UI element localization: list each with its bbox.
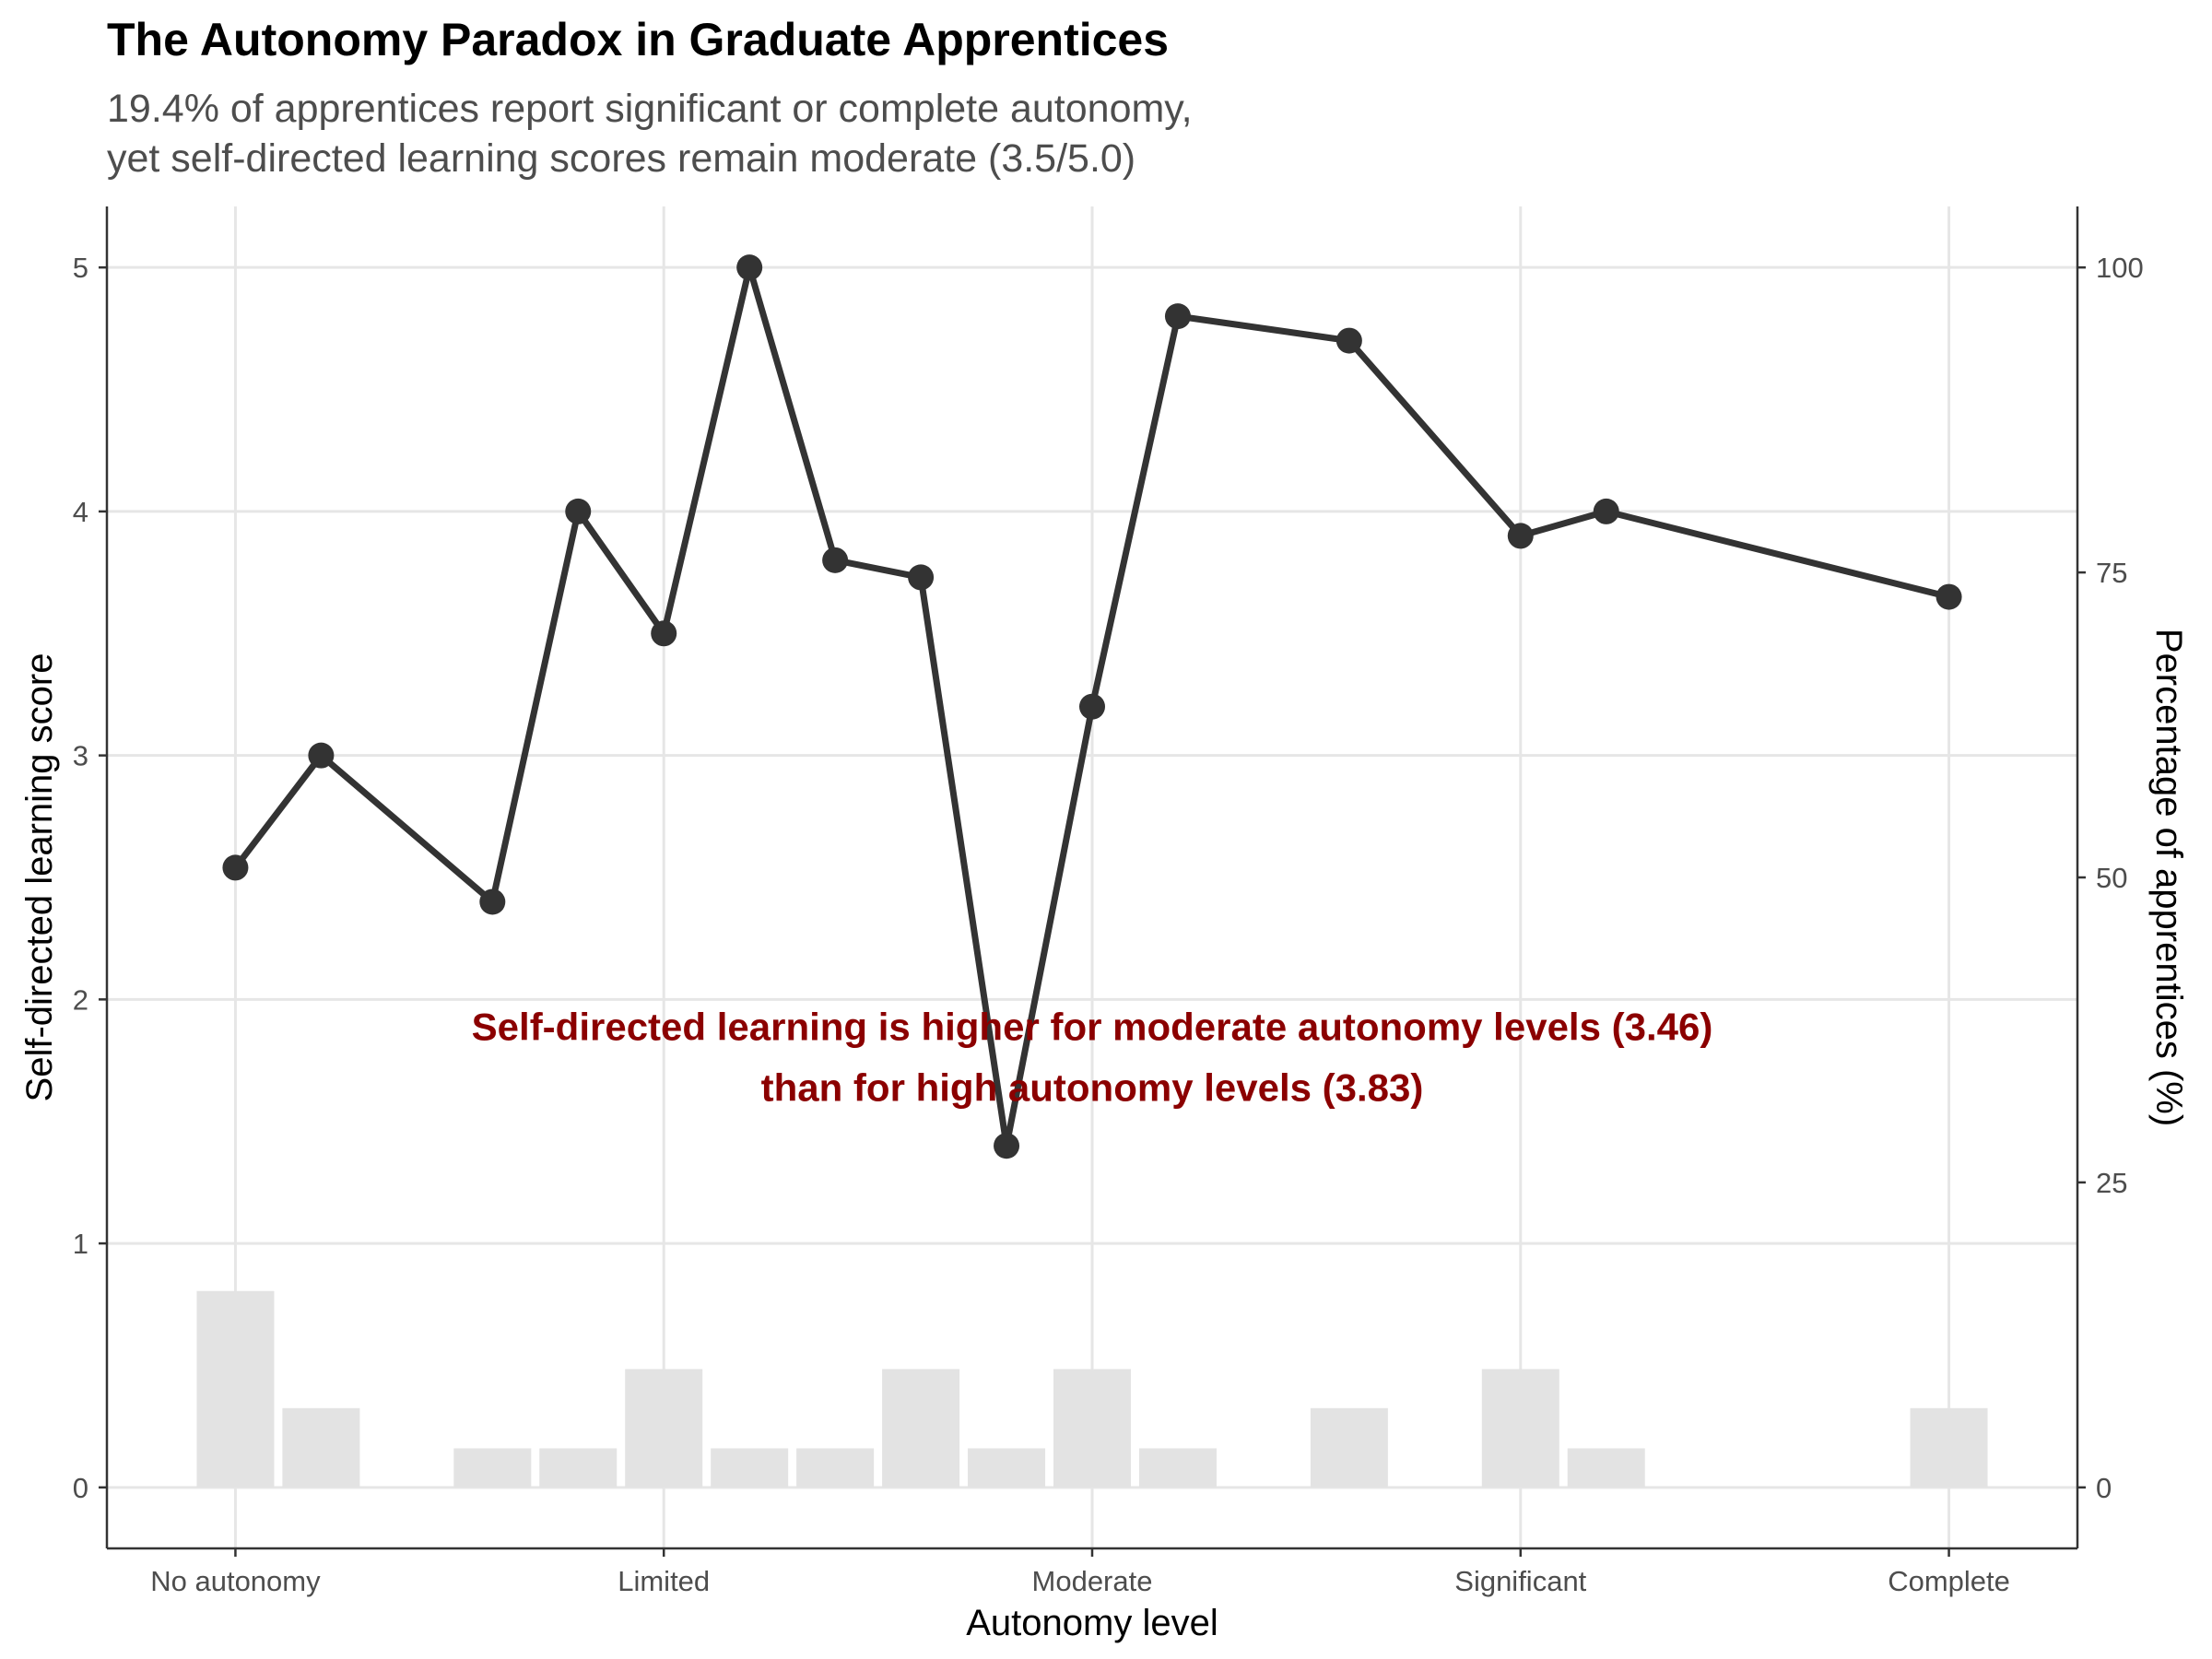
percentage-bar	[625, 1369, 703, 1488]
y2-axis-title: Percentage of apprentices (%)	[2148, 629, 2189, 1126]
percentage-bar	[968, 1448, 1046, 1488]
learning-score-point	[736, 254, 763, 281]
x-tick-label: Limited	[618, 1565, 710, 1597]
grid-lines	[107, 206, 2077, 1548]
y-tick-label: 0	[73, 1472, 88, 1504]
learning-score-point	[994, 1133, 1020, 1159]
x-tick-label: Complete	[1888, 1565, 2010, 1597]
learning-score-point	[1936, 583, 1962, 610]
learning-score-point	[1335, 327, 1362, 354]
y-tick-label: 2	[73, 983, 88, 1016]
learning-score-point	[565, 498, 592, 524]
learning-score-point	[1593, 498, 1619, 524]
percentage-bars	[196, 1290, 1988, 1488]
y-tick-label: 4	[73, 496, 88, 528]
learning-score-point	[651, 620, 677, 647]
learning-score-point	[908, 564, 935, 591]
chart-title: The Autonomy Paradox in Graduate Apprent…	[107, 14, 1170, 65]
percentage-bar	[796, 1448, 875, 1488]
percentage-bar	[282, 1407, 360, 1488]
learning-score-point	[822, 547, 849, 573]
annotation-line-2: than for high autonomy levels (3.83)	[761, 1065, 1424, 1109]
y-tick-label: 5	[73, 252, 88, 284]
x-tick-label: No autonomy	[150, 1565, 321, 1597]
learning-score-point	[1164, 303, 1191, 330]
chart-subtitle-line-2: yet self-directed learning scores remain…	[107, 136, 1136, 181]
percentage-bar	[1310, 1407, 1388, 1488]
percentage-bar	[1481, 1369, 1559, 1488]
percentage-bar	[1138, 1448, 1217, 1488]
percentage-bar	[539, 1448, 618, 1488]
percentage-bar	[882, 1369, 960, 1488]
learning-score-series	[222, 254, 1962, 1159]
percentage-bar	[196, 1290, 275, 1488]
learning-score-point	[222, 854, 249, 881]
percentage-bar	[1053, 1369, 1131, 1488]
percentage-bar	[1910, 1407, 1988, 1488]
x-tick-label: Significant	[1454, 1565, 1586, 1597]
y2-tick-label: 0	[2096, 1472, 2112, 1504]
x-tick-label: Moderate	[1032, 1565, 1153, 1597]
percentage-bar	[453, 1448, 532, 1488]
y2-tick-label: 75	[2096, 557, 2127, 589]
y2-tick-label: 25	[2096, 1167, 2127, 1199]
percentage-bar	[711, 1448, 789, 1488]
learning-score-point	[308, 742, 335, 769]
percentage-bar	[1567, 1448, 1645, 1488]
learning-score-point	[1079, 693, 1105, 720]
learning-score-point	[1507, 523, 1534, 549]
annotation-line-1: Self-directed learning is higher for mod…	[472, 1005, 1713, 1048]
y-axis-title: Self-directed learning score	[19, 653, 60, 1102]
x-axis-title: Autonomy level	[966, 1603, 1218, 1643]
chart-subtitle-line-1: 19.4% of apprentices report significant …	[107, 87, 1193, 131]
y-tick-label: 1	[73, 1228, 88, 1260]
annotation: Self-directed learning is higher for mod…	[472, 1005, 1713, 1109]
learning-score-point	[479, 888, 506, 915]
y2-tick-label: 100	[2096, 252, 2144, 284]
y2-tick-label: 50	[2096, 862, 2127, 894]
y-tick-label: 3	[73, 740, 88, 772]
